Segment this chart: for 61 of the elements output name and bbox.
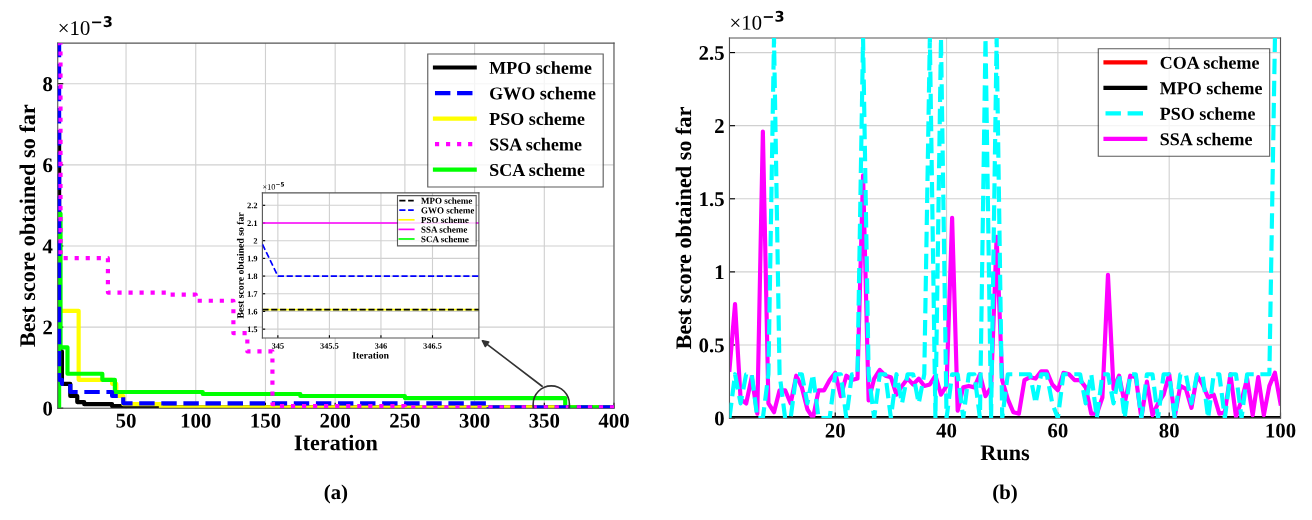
x-tick-label: 40 — [936, 423, 957, 438]
annotation: ×10$^{−5}$ — [263, 182, 285, 190]
x-tick-label: 345 — [271, 343, 284, 349]
y-axis-title: Best score obtained so far — [19, 104, 36, 347]
legend-label: SCA scheme — [490, 163, 585, 177]
legend-label: GWO scheme — [421, 207, 475, 214]
legend-label: MPO scheme — [1159, 81, 1262, 95]
x-tick-label: 50 — [116, 413, 136, 428]
legend-label: SSA scheme — [1160, 132, 1252, 146]
x-axis-title: Iteration — [352, 351, 389, 359]
y-tick-label: 2 — [715, 119, 724, 133]
x-tick-label: 60 — [1048, 423, 1068, 438]
x-tick-label: 100 — [181, 413, 211, 428]
y-tick-label: 4 — [42, 239, 53, 254]
text: (b) — [993, 484, 1017, 504]
x-axis-title: Runs — [980, 445, 1030, 461]
legend-label: MPO scheme — [421, 197, 473, 204]
x-tick-label: 80 — [1159, 423, 1179, 438]
x-axis-title: Iteration — [294, 434, 378, 451]
y-tick-label: 1 — [715, 265, 724, 280]
x-tick-label: 20 — [825, 423, 845, 438]
y-tick-label: 8 — [43, 77, 53, 92]
x-tick-label: 346.5 — [423, 343, 442, 349]
x-tick-label: 250 — [390, 413, 420, 428]
x-tick-label: 400 — [598, 413, 629, 428]
y-tick-label: 1.5 — [247, 326, 258, 333]
x-tick-label: 345.5 — [320, 343, 339, 349]
text: (a) — [324, 484, 348, 504]
legend-label: GWO scheme — [490, 86, 596, 100]
y-tick-label: 2 — [253, 238, 258, 244]
x-tick-label: 100 — [1266, 423, 1296, 438]
x-tick-label: 200 — [320, 413, 351, 428]
y-tick-label: 1.7 — [247, 291, 258, 297]
y-tick-label: 1.8 — [247, 273, 258, 280]
y-axis-title: Best score obtained so far — [236, 212, 244, 319]
y-tick-label: 0.5 — [699, 338, 724, 353]
x-tick-label: 346 — [375, 343, 387, 349]
legend-label: SCA scheme — [421, 235, 469, 243]
x-tick-label: 300 — [459, 413, 490, 428]
legend-label: PSO scheme — [1159, 107, 1255, 120]
x-tick-label: 150 — [251, 413, 281, 428]
y-tick-label: 1.5 — [700, 192, 724, 207]
legend-label: MPO scheme — [489, 61, 592, 75]
y-tick-label: 2 — [43, 320, 52, 335]
y-tick-label: 6 — [43, 158, 53, 173]
y-tick-label: 2.2 — [247, 202, 258, 209]
legend-label: SSA scheme — [490, 137, 582, 151]
legend-label: SSA scheme — [421, 226, 468, 233]
y-tick-label: 2.1 — [247, 220, 258, 227]
y-tick-label: 1.6 — [247, 308, 258, 315]
legend-label: PSO scheme — [421, 216, 469, 224]
text: ×10$^{−3}$ — [731, 10, 784, 30]
y-tick-label: 1.9 — [247, 255, 258, 262]
y-tick-label: 0 — [43, 401, 53, 416]
legend-label: COA scheme — [1160, 56, 1259, 69]
x-tick-label: 350 — [529, 413, 560, 428]
y-tick-label: 0 — [714, 411, 724, 426]
text: ×10$^{−3}$ — [59, 16, 112, 36]
legend-label: PSO scheme — [489, 112, 585, 126]
y-axis-title: Best score obtained so far — [675, 107, 692, 350]
y-tick-label: 2.5 — [699, 46, 724, 61]
